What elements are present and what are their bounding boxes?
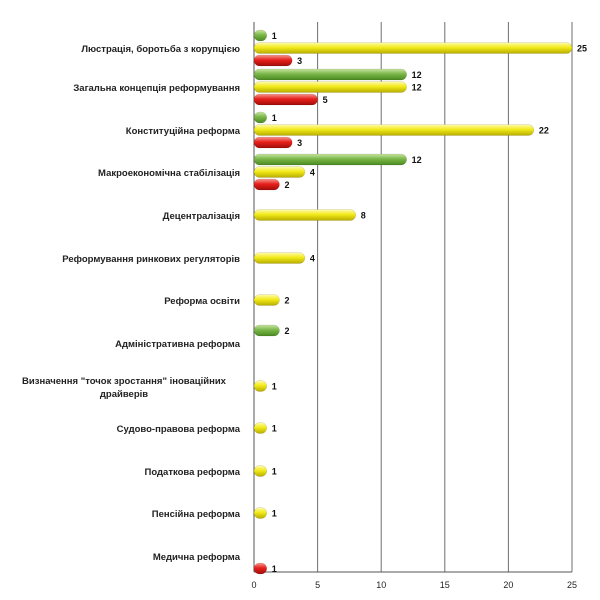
- category-label: Пенсійна реформа: [152, 509, 241, 520]
- value-label: 1: [272, 382, 277, 392]
- category-label: Макроекономічна стабілізація: [98, 168, 240, 179]
- value-label: 3: [297, 56, 302, 66]
- bar: [253, 422, 267, 434]
- category-labels: Люстрація, боротьба з корупцією Загальна …: [22, 44, 241, 563]
- category-label: Реформа освіти: [164, 296, 240, 307]
- bar: [253, 111, 267, 124]
- x-tick-label: 15: [440, 580, 450, 590]
- value-label: 1: [272, 509, 277, 519]
- value-label: 2: [284, 326, 289, 336]
- category-label: Медична реформа: [153, 552, 241, 563]
- value-label: 12: [412, 83, 422, 93]
- bar: [253, 68, 407, 81]
- bar: [253, 124, 535, 136]
- value-label: 2: [284, 180, 289, 190]
- bar: [253, 294, 280, 306]
- bar: [253, 81, 407, 93]
- category-label: Реформування ринкових регуляторів: [62, 254, 240, 265]
- category-label: Децентралізація: [163, 211, 240, 222]
- x-tick-label: 0: [251, 580, 256, 590]
- bar: [253, 209, 357, 221]
- value-label: 25: [577, 44, 587, 54]
- value-labels: 1 12 1 12 2 25 12 22 4 8 4 2 1 1 1 1 3 5 3 2 1: [272, 31, 587, 574]
- value-label: 4: [310, 254, 315, 264]
- value-label: 8: [361, 211, 366, 221]
- bars: [253, 29, 573, 575]
- value-label: 1: [272, 564, 277, 574]
- bar: [253, 380, 267, 392]
- x-tick-label: 10: [376, 580, 386, 590]
- grid-lines: [253, 22, 573, 572]
- value-label: 3: [297, 138, 302, 148]
- value-label: 12: [412, 155, 422, 165]
- value-label: 5: [323, 95, 328, 105]
- x-tick-label: 25: [567, 580, 577, 590]
- bar: [253, 93, 318, 106]
- x-tick-label: 5: [315, 580, 320, 590]
- bar: [253, 153, 407, 166]
- bar: [253, 324, 280, 337]
- value-label: 1: [272, 31, 277, 41]
- category-label: Визначення "точок зростання" іноваційних…: [22, 376, 227, 400]
- category-label: Люстрація, боротьба з корупцією: [81, 44, 240, 55]
- value-label: 1: [272, 113, 277, 123]
- value-label: 1: [272, 467, 277, 477]
- x-tick-label: 20: [503, 580, 513, 590]
- category-label: Податкова реформа: [145, 467, 241, 478]
- bar: [253, 166, 306, 178]
- bar: [253, 507, 267, 519]
- category-label: Судово-правова реформа: [117, 424, 241, 435]
- bar: [253, 54, 293, 67]
- value-label: 1: [272, 424, 277, 434]
- category-label: Конституційна реформа: [126, 126, 241, 137]
- bar: [253, 29, 267, 42]
- x-axis: 0 5 10 15 20 25: [251, 571, 577, 590]
- bar: [253, 252, 306, 264]
- value-label: 22: [539, 126, 549, 136]
- bar: [253, 42, 573, 54]
- value-label: 4: [310, 168, 315, 178]
- bar: [253, 562, 267, 575]
- bar: [253, 465, 267, 477]
- bar: [253, 136, 293, 149]
- bar: [253, 178, 280, 191]
- value-label: 12: [412, 70, 422, 80]
- category-label: Загальна концепція реформування: [73, 83, 240, 94]
- value-label: 2: [284, 296, 289, 306]
- category-label: Адміністративна реформа: [115, 339, 241, 350]
